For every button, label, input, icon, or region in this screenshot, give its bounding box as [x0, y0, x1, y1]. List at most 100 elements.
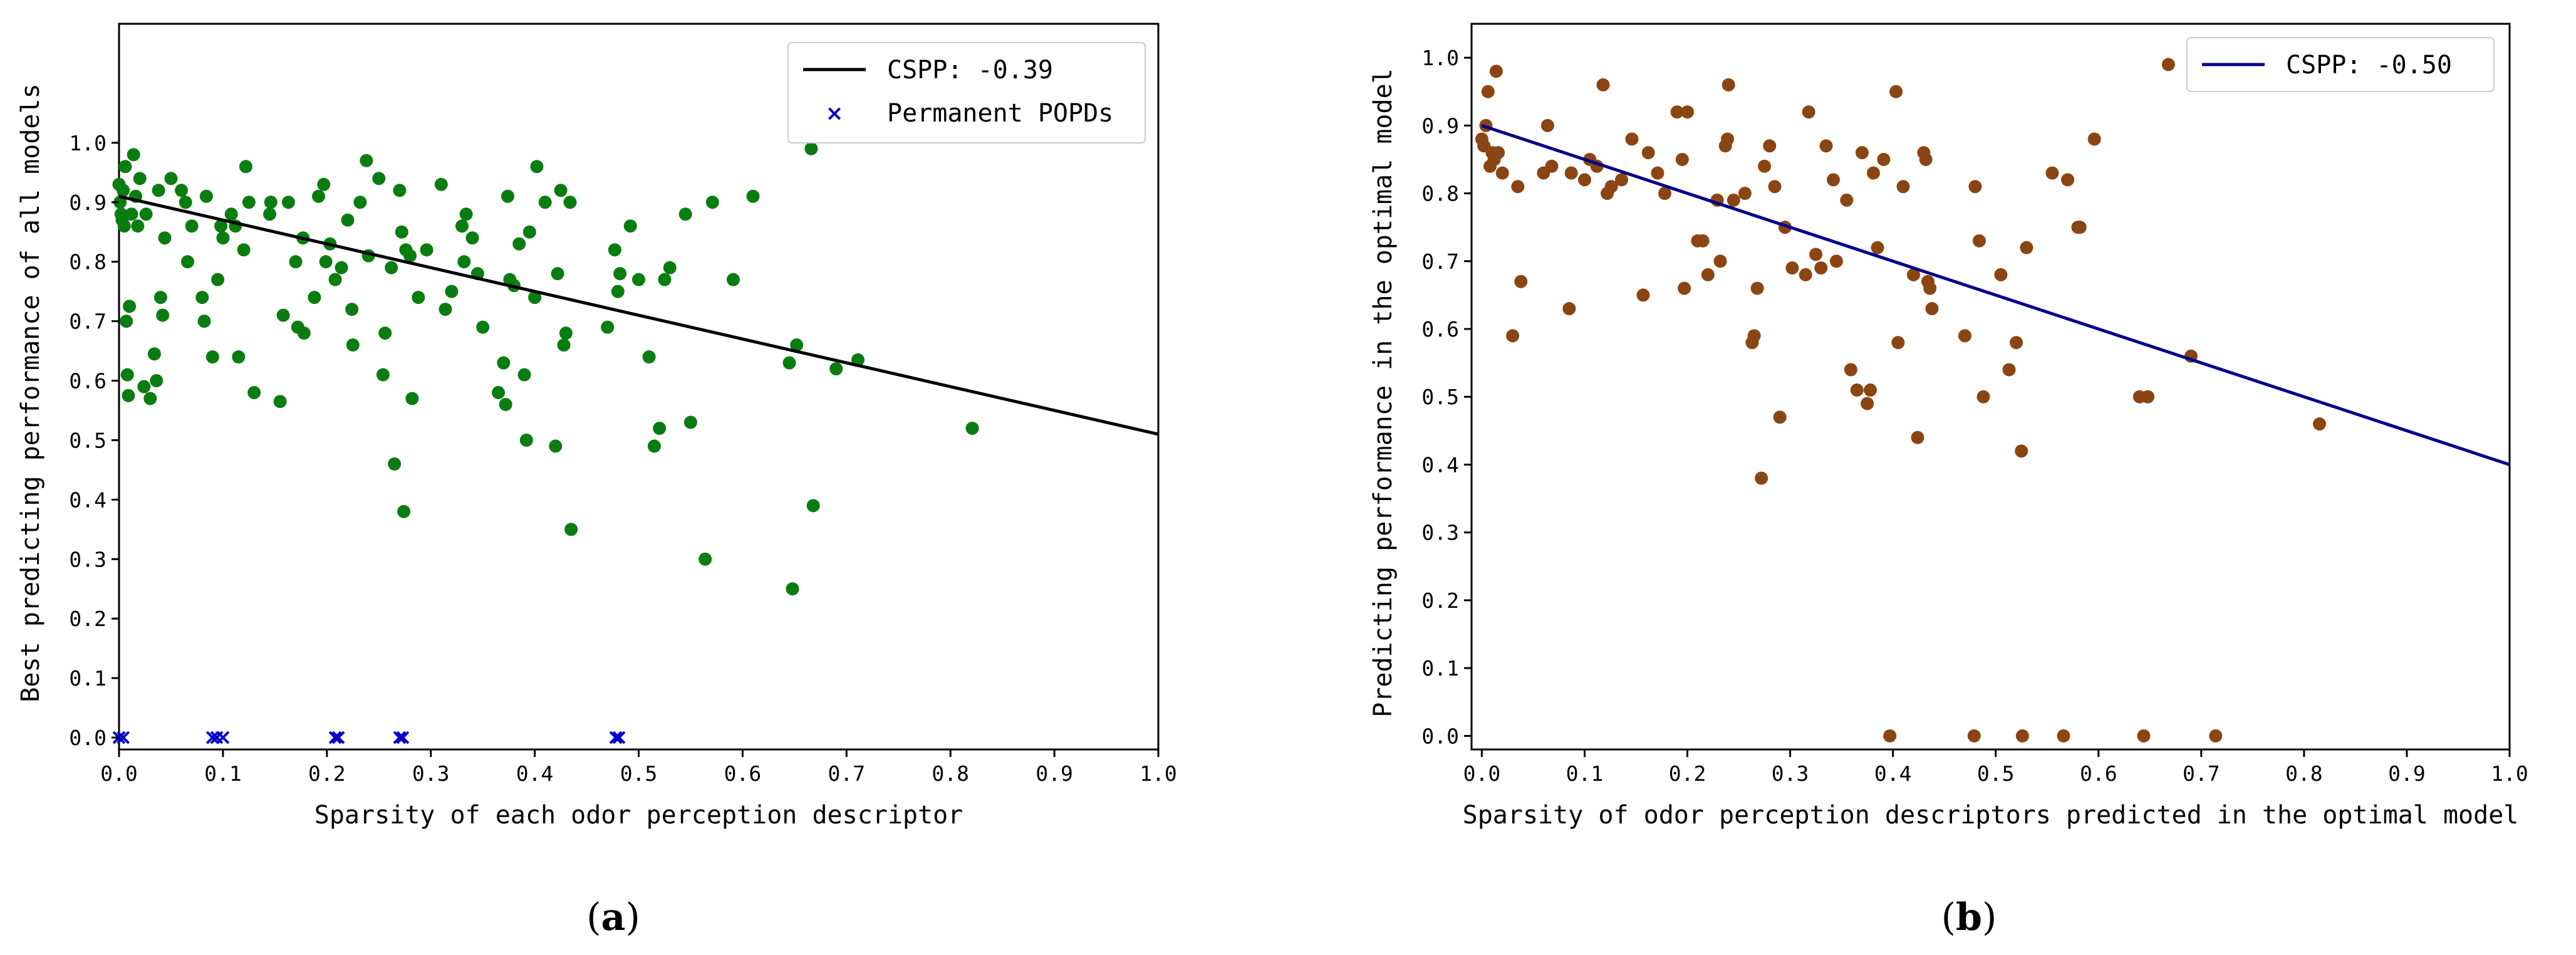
panel-b-y-ticks: 0.0 0.1 0.2 0.3 0.4 0.5 0.6 0.7 0.8 0.9 1.0: [1421, 46, 1472, 748]
panel-b-point: [1511, 180, 1525, 194]
panel-a-point: [372, 172, 386, 185]
panel-a-point: [746, 189, 760, 203]
panel-a-y-tick-label: 0.6: [69, 369, 106, 394]
panel-a-point: [360, 154, 373, 167]
panel-b-point: [1564, 166, 1578, 180]
panel-a-point: [263, 207, 277, 221]
panel-a-point: [420, 243, 434, 257]
panel-a-point: [139, 207, 153, 221]
panel-a-point: [237, 243, 251, 257]
panel-a-point: [205, 350, 219, 364]
panel-a-point: [123, 300, 137, 313]
panel-a-point: [239, 160, 252, 174]
panel-a-point: [653, 421, 667, 435]
panel-a-point: [790, 338, 804, 352]
panel-b-point: [1506, 329, 1520, 343]
panel-a-point: [388, 457, 402, 471]
panel-a-point: [127, 148, 140, 162]
panel-b-point: [2061, 173, 2075, 187]
panel-b-point: [1514, 274, 1528, 288]
panel-a-legend-popds: Permanent POPDs: [887, 99, 1113, 128]
panel-b-point: [1883, 729, 1897, 743]
panel-a-point: [175, 184, 189, 197]
panel-a-x-tick-label: 0.7: [828, 761, 865, 786]
panel-b-point: [1840, 193, 1854, 207]
panel-b-point: [2312, 417, 2326, 431]
panel-b-point: [1681, 105, 1695, 119]
panel-b-point: [1889, 85, 1903, 98]
panel-b-point: [1911, 431, 1924, 444]
panel-a-point: [125, 207, 138, 221]
panel-b-point: [1799, 268, 1812, 281]
panel-a-point: [517, 368, 531, 382]
panel-a-point: [216, 231, 230, 245]
panel-a-point: [405, 392, 419, 405]
panel-b-point: [1615, 173, 1629, 187]
panel-a-x-tick-label: 0.9: [1036, 761, 1073, 786]
panel-a-point: [497, 356, 511, 370]
panel-b-point: [1925, 302, 1939, 316]
panel-b-point: [1545, 159, 1559, 173]
panel-a-point: [455, 219, 469, 233]
panel-b-y-tick-label: 0.0: [1421, 724, 1459, 748]
panel-a-point: [658, 273, 672, 286]
panel-a-point: [554, 184, 568, 197]
panel-a-popd-marker: [612, 731, 626, 744]
panel-a-y-tick-label: 1.0: [69, 131, 106, 155]
panel-a-point: [538, 196, 552, 209]
panel-a-point: [726, 273, 740, 286]
panel-b-x-axis-label: Sparsity of odor perception descriptors …: [1463, 801, 2519, 830]
panel-b-x-tick-label: 0.8: [2285, 761, 2323, 786]
panel-a-point: [117, 219, 131, 233]
panel-b-point: [1495, 166, 1509, 180]
panel-b-point: [1826, 173, 1840, 187]
panel-a-legend-x-marker: ×: [826, 101, 844, 126]
panel-a-point: [663, 261, 677, 274]
panel-a-caption-letter: a: [601, 895, 626, 939]
panel-a-point: [608, 243, 621, 257]
panel-b-point: [1923, 281, 1937, 295]
panel-a-point: [131, 219, 145, 233]
panel-a-point: [376, 368, 390, 382]
panel-a-point: [335, 261, 348, 274]
panel-a-point: [164, 172, 178, 185]
panel-a-point: [385, 261, 398, 274]
panel-b-x-tick-label: 0.1: [1566, 761, 1604, 786]
panel-a-y-tick-label: 0.9: [69, 190, 106, 215]
panel-a-point: [559, 326, 573, 340]
panel-a-point: [317, 177, 331, 191]
panel-b-point: [1701, 268, 1715, 281]
panel-a-point: [499, 397, 512, 411]
panel-a-point: [346, 338, 360, 352]
panel-a-legend-cspp: CSPP: -0.39: [887, 56, 1053, 85]
panel-a-popd-marker: [609, 731, 623, 744]
panel-a-point: [397, 504, 411, 518]
panel-a-popd-marker: [216, 731, 230, 744]
panel-a-point: [122, 389, 135, 402]
panel-b-point: [1489, 65, 1503, 78]
panel-a-point: [308, 291, 321, 305]
panel-a-point: [459, 207, 473, 221]
panel-a-point: [530, 160, 544, 174]
panel-a-y-tick-label: 0.3: [69, 547, 106, 571]
panel-b-x-tick-label: 0.2: [1669, 761, 1706, 786]
panel-b-point: [1577, 173, 1591, 187]
panel-b-y-tick-label: 0.8: [1421, 182, 1459, 206]
panel-b-legend-box: [2186, 37, 2495, 92]
panel-a-point: [528, 291, 542, 305]
panel-a-point: [705, 196, 719, 209]
panel-a-point: [117, 184, 130, 197]
panel-a-point: [224, 207, 238, 221]
panel-b-point: [1861, 397, 1874, 410]
panel-b-point: [1747, 329, 1761, 343]
panel-b-point: [2045, 166, 2059, 180]
panel-a-legend: CSPP: -0.39 × Permanent POPDs: [787, 42, 1146, 144]
panel-b-x-tick-label: 1.0: [2491, 761, 2528, 786]
panel-a-point: [557, 338, 571, 352]
panel-a-point: [120, 368, 134, 382]
panel-a-popd-marker: [393, 731, 407, 744]
panel-a-y-tick-label: 0.1: [69, 666, 106, 691]
panel-b-caption-letter: b: [1956, 895, 1982, 939]
panel-a-x-tick-label: 0.6: [724, 761, 762, 786]
